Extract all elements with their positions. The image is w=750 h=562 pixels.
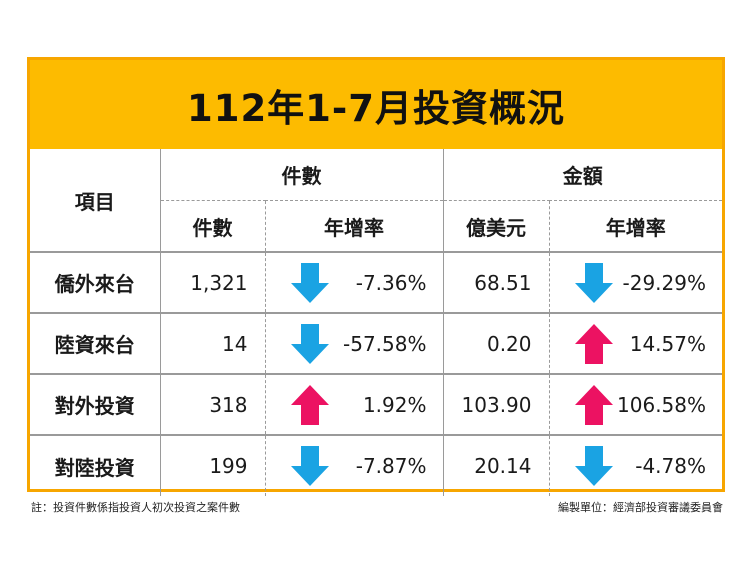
down-arrow-icon	[290, 323, 329, 364]
row-amount-rate: 106.58%	[617, 392, 706, 417]
row-amount-rate-cell: -4.78%	[549, 435, 722, 496]
down-arrow-icon	[290, 446, 329, 486]
row-count: 318	[160, 374, 266, 436]
row-item: 陸資來台	[30, 313, 161, 375]
row-amount: 0.20	[443, 313, 550, 375]
row-item: 僑外來台	[30, 252, 161, 314]
header-sub-amount: 億美元	[443, 200, 550, 253]
row-item: 對外投資	[30, 374, 161, 436]
row-count-rate-cell: -7.87%	[265, 435, 444, 496]
row-item: 對陸投資	[30, 435, 161, 496]
row-amount-rate: -4.78%	[635, 454, 706, 478]
header-row-2: 件數 年增率 億美元 年增率	[30, 200, 722, 253]
row-count-rate-cell: 1.92%	[265, 374, 444, 436]
header-row-1: 項目 件數 金額	[30, 149, 722, 253]
row-count-rate: -57.58%	[343, 331, 427, 356]
header-sub-count-rate: 年增率	[265, 200, 444, 253]
table-frame: 112年1-7月投資概況 項目 件數 金額 件數 年增率 億美元 年增率 僑外來…	[27, 57, 725, 496]
table-row: 僑外來台 1,321 -7.36% 68.51 -29.29%	[30, 252, 722, 314]
header-sub-count: 件數	[160, 200, 266, 253]
row-amount-rate: -29.29%	[622, 270, 706, 295]
row-count-rate: 1.92%	[362, 392, 427, 417]
title-bar: 112年1-7月投資概況	[30, 60, 722, 149]
header-group-count: 件數	[160, 149, 444, 201]
row-count: 14	[160, 313, 266, 375]
up-arrow-icon	[574, 323, 613, 364]
row-amount-rate-cell: 14.57%	[549, 313, 722, 375]
up-arrow-icon	[574, 384, 613, 425]
footnote: 註：投資件數係指投資人初次投資之案件數	[31, 501, 240, 514]
row-amount: 68.51	[443, 252, 550, 314]
header-group-amount: 金額	[443, 149, 722, 201]
row-amount-rate-cell: -29.29%	[549, 252, 722, 314]
row-amount: 20.14	[443, 435, 550, 496]
down-arrow-icon	[574, 262, 613, 303]
down-arrow-icon	[290, 262, 329, 303]
row-amount-rate-cell: 106.58%	[549, 374, 722, 436]
row-count-rate-cell: -7.36%	[265, 252, 444, 314]
row-count-rate: -7.36%	[355, 270, 427, 295]
row-count: 199	[160, 435, 266, 496]
table-row: 對陸投資 199 -7.87% 20.14 -4.78%	[30, 435, 722, 496]
header-item: 項目	[30, 149, 161, 253]
compiled-by: 編製單位：經濟部投資審議委員會	[558, 501, 723, 514]
row-count-rate: -7.87%	[355, 454, 427, 478]
investment-table: 項目 件數 金額 件數 年增率 億美元 年增率 僑外來台 1,321 -7.36% 6…	[30, 149, 722, 496]
page-title: 112年1-7月投資概況	[186, 86, 566, 130]
header-sub-amount-rate: 年增率	[549, 200, 722, 253]
table-row: 陸資來台 14 -57.58% 0.20 14.57%	[30, 313, 722, 375]
down-arrow-icon	[574, 446, 613, 486]
table-row: 對外投資 318 1.92% 103.90 106.58%	[30, 374, 722, 436]
row-amount: 103.90	[443, 374, 550, 436]
up-arrow-icon	[290, 384, 329, 425]
row-count-rate-cell: -57.58%	[265, 313, 444, 375]
row-count: 1,321	[160, 252, 266, 314]
row-amount-rate: 14.57%	[629, 331, 706, 356]
